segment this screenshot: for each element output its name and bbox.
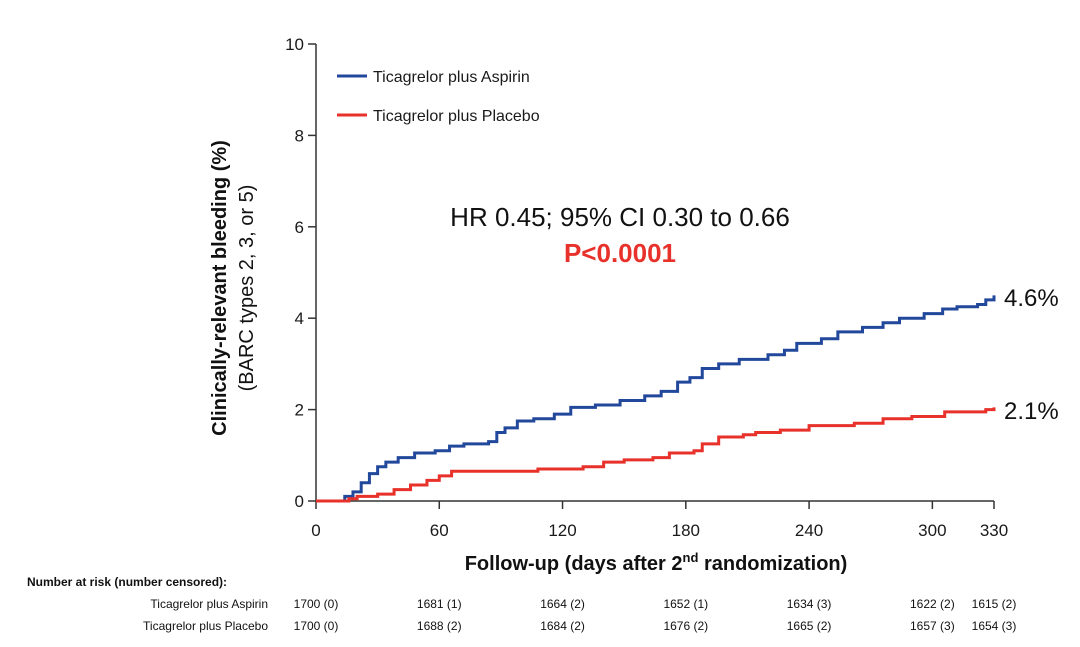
risk-table-title: Number at risk (number censored):: [27, 575, 227, 589]
risk-cell: 1657 (3): [910, 619, 955, 633]
risk-cell: 1622 (2): [910, 597, 955, 611]
x-axis-label-sup: nd: [683, 550, 699, 565]
x-tick-label: 240: [795, 521, 823, 540]
series-line-aspirin: [316, 295, 996, 503]
p-value-annotation: P<0.0001: [564, 238, 676, 268]
risk-values: 1700 (0) 1681 (1) 1664 (2) 1652 (1) 1634 (3)…: [294, 597, 1017, 633]
risk-row-label-placebo: Ticagrelor plus Placebo: [143, 619, 268, 633]
y-tick-label: 8: [295, 126, 304, 145]
risk-cell: 1688 (2): [417, 619, 462, 633]
x-axis-title: Follow-up (days after 2nd randomization): [465, 550, 848, 575]
y-ticks: 0 2 4 6 8 10: [285, 35, 316, 511]
x-tick-label: 60: [430, 521, 449, 540]
y-tick-label: 2: [295, 401, 304, 420]
x-ticks: 0 60 120 180 240 300 330: [311, 501, 1008, 540]
legend: Ticagrelor plus Aspirin Ticagrelor plus …: [337, 69, 540, 125]
series-lines: [316, 295, 996, 503]
series-line-placebo: [316, 407, 996, 503]
y-tick-label: 6: [295, 218, 304, 237]
legend-label-placebo: Ticagrelor plus Placebo: [373, 108, 540, 125]
hazard-ratio-annotation: HR 0.45; 95% CI 0.30 to 0.66: [450, 202, 790, 232]
x-axis-label-pre: Follow-up (days after 2: [465, 553, 683, 575]
x-tick-label: 120: [548, 521, 576, 540]
y-tick-label: 0: [295, 492, 304, 511]
risk-cell: 1654 (3): [972, 619, 1017, 633]
x-tick-label: 300: [918, 521, 946, 540]
risk-cell: 1652 (1): [663, 597, 708, 611]
risk-row-label-aspirin: Ticagrelor plus Aspirin: [150, 597, 268, 611]
y-tick-label: 10: [285, 35, 304, 54]
risk-cell: 1684 (2): [540, 619, 585, 633]
y-tick-label: 4: [295, 309, 304, 328]
risk-table: Number at risk (number censored): Ticagr…: [27, 575, 1016, 633]
y-axis-label-line2: (BARC types 2, 3, or 5): [236, 185, 258, 392]
risk-cell: 1615 (2): [972, 597, 1017, 611]
risk-cell: 1676 (2): [663, 619, 708, 633]
x-tick-label: 330: [980, 521, 1008, 540]
legend-label-aspirin: Ticagrelor plus Aspirin: [373, 69, 530, 86]
risk-cell: 1681 (1): [417, 597, 462, 611]
risk-cell: 1700 (0): [294, 619, 339, 633]
x-axis-label-post: randomization): [698, 553, 847, 575]
y-axis-title: Clinically-relevant bleeding (%) (BARC t…: [209, 140, 258, 436]
x-tick-label: 0: [311, 521, 320, 540]
risk-cell: 1664 (2): [540, 597, 585, 611]
end-label-aspirin: 4.6%: [1004, 285, 1059, 312]
risk-cell: 1665 (2): [787, 619, 832, 633]
risk-cell: 1700 (0): [294, 597, 339, 611]
end-label-placebo: 2.1%: [1004, 398, 1059, 425]
y-axis-label-line1: Clinically-relevant bleeding (%): [209, 140, 231, 436]
x-tick-label: 180: [672, 521, 700, 540]
risk-cell: 1634 (3): [787, 597, 832, 611]
